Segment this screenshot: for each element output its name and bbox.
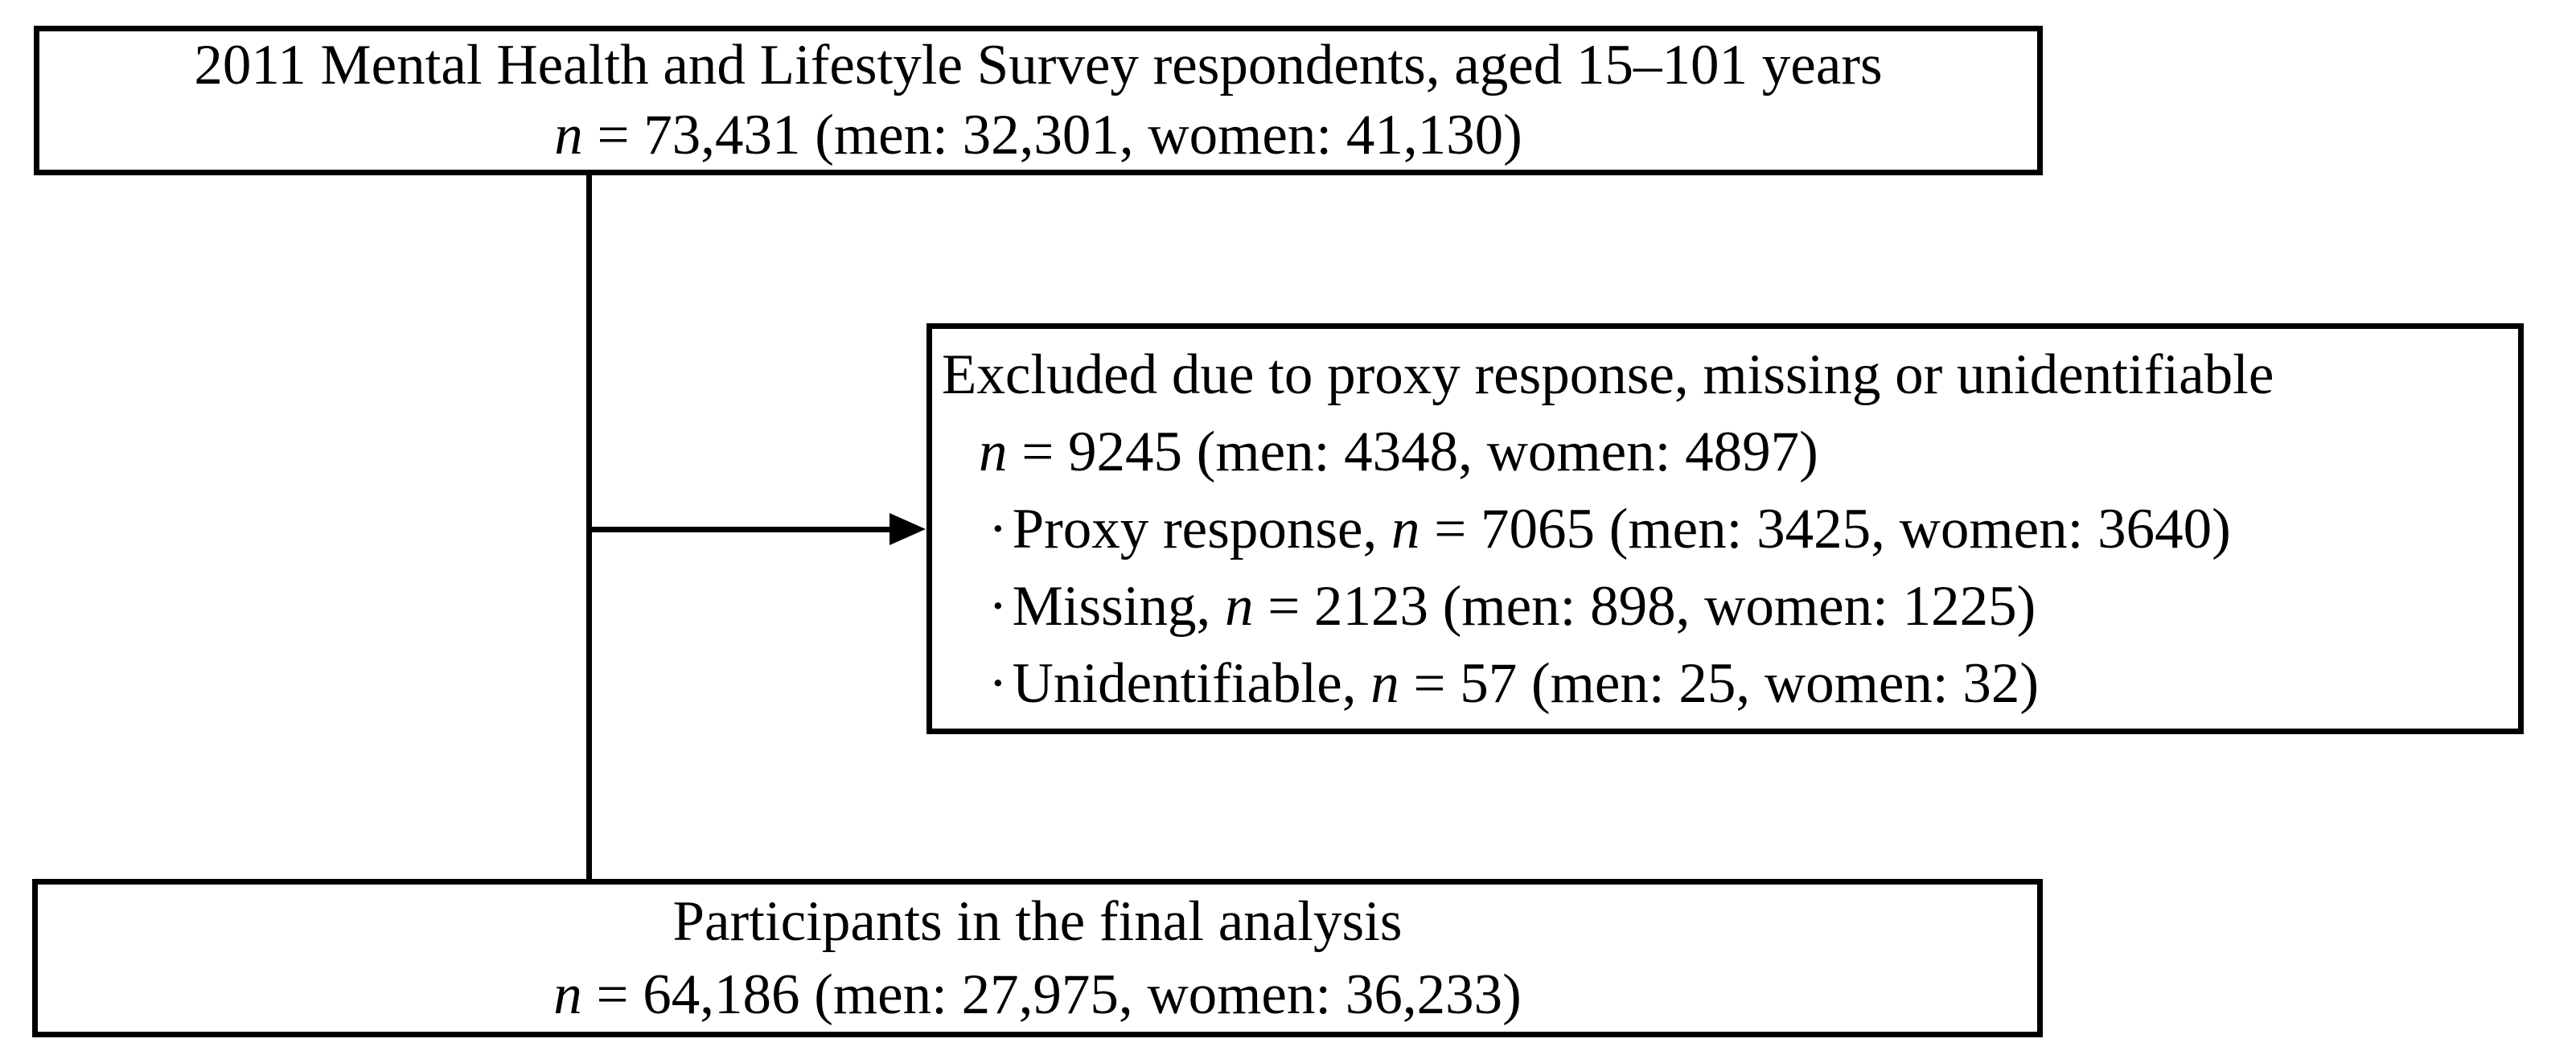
excluded-item-count: = 2123 (men: 898, women: 1225) xyxy=(1253,574,2036,638)
n-symbol: n xyxy=(554,104,583,166)
survey-respondents-box: 2011 Mental Health and Lifestyle Survey … xyxy=(34,26,2043,175)
excluded-item-unidentifiable: ·Unidentifiable, n = 57 (men: 25, women:… xyxy=(942,645,2518,722)
exclusion-arrow-shaft xyxy=(589,527,893,532)
survey-respondents-title: 2011 Mental Health and Lifestyle Survey … xyxy=(39,31,2037,101)
excluded-item-label: Unidentifiable, xyxy=(1012,651,1371,715)
bullet-icon: · xyxy=(988,574,1008,638)
survey-respondents-count: n = 73,431 (men: 32,301, women: 41,130) xyxy=(39,101,2037,170)
excluded-item-missing: ·Missing, n = 2123 (men: 898, women: 122… xyxy=(942,568,2518,645)
excluded-item-label: Missing, xyxy=(1012,574,1225,638)
excluded-item-count: = 57 (men: 25, women: 32) xyxy=(1399,651,2040,715)
bullet-icon: · xyxy=(988,497,1008,560)
final-analysis-title: Participants in the final analysis xyxy=(38,885,2037,959)
excluded-total-count: n = 9245 (men: 4348, women: 4897) xyxy=(942,413,2518,491)
n-symbol: n xyxy=(1225,574,1254,638)
final-analysis-count: n = 64,186 (men: 27,975, women: 36,233) xyxy=(38,959,2037,1032)
final-analysis-count-text: = 64,186 (men: 27,975, women: 36,233) xyxy=(581,963,1522,1026)
n-symbol: n xyxy=(1391,497,1420,560)
excluded-title-text: Excluded due to proxy response, missing … xyxy=(942,343,2274,406)
exclusion-arrowhead-icon xyxy=(889,513,926,545)
final-analysis-box: Participants in the final analysis n = 6… xyxy=(32,879,2043,1037)
excluded-item-label: Proxy response, xyxy=(1012,497,1391,560)
excluded-item-proxy: ·Proxy response, n = 7065 (men: 3425, wo… xyxy=(942,491,2518,568)
n-symbol: n xyxy=(979,420,1008,483)
n-symbol: n xyxy=(1370,651,1399,715)
excluded-total-count-text: = 9245 (men: 4348, women: 4897) xyxy=(1007,420,1818,483)
bullet-icon: · xyxy=(988,651,1008,715)
excluded-title: Excluded due to proxy response, missing … xyxy=(942,336,2518,413)
excluded-item-count: = 7065 (men: 3425, women: 3640) xyxy=(1419,497,2231,560)
final-analysis-title-text: Participants in the final analysis xyxy=(672,889,1403,953)
survey-respondents-count-text: = 73,431 (men: 32,301, women: 41,130) xyxy=(582,104,1522,166)
n-symbol: n xyxy=(553,963,582,1026)
excluded-box: Excluded due to proxy response, missing … xyxy=(926,323,2524,734)
survey-respondents-title-text: 2011 Mental Health and Lifestyle Survey … xyxy=(194,34,1883,96)
